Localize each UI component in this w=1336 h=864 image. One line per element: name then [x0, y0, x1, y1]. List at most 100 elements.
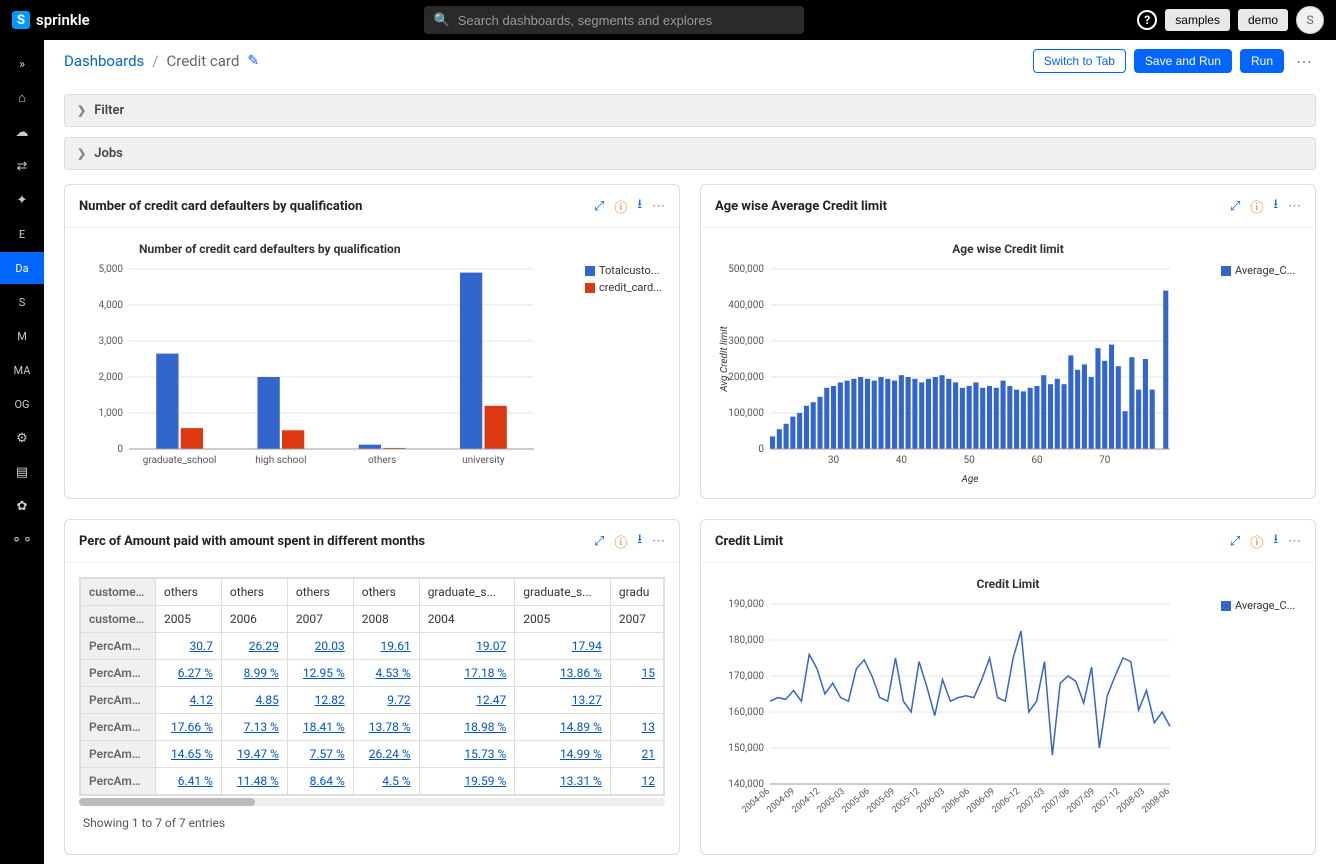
sidebar-item-expand[interactable]: »	[0, 48, 44, 80]
table-cell-link[interactable]: 17.66 %	[171, 720, 213, 734]
table-cell-link[interactable]: 12.95 %	[303, 666, 345, 680]
search-bar[interactable]: 🔍	[424, 6, 804, 34]
table-cell-link[interactable]: 13.27	[572, 693, 602, 707]
svg-text:180,000: 180,000	[728, 635, 764, 646]
expand-icon[interactable]: ⤢	[594, 199, 604, 214]
svg-text:40: 40	[896, 455, 908, 466]
svg-text:50: 50	[964, 455, 976, 466]
more-icon[interactable]: ⋯	[652, 534, 665, 549]
more-icon[interactable]: ⋯	[1292, 52, 1316, 71]
table-cell-link[interactable]: 26.29	[249, 639, 279, 653]
table-cell-link[interactable]: 21	[642, 747, 656, 761]
run-button[interactable]: Run	[1240, 49, 1284, 73]
svg-text:160,000: 160,000	[728, 707, 764, 718]
info-icon[interactable]: ⓘ	[1250, 532, 1263, 551]
more-icon[interactable]: ⋯	[1288, 199, 1301, 214]
svg-text:170,000: 170,000	[728, 671, 764, 682]
sidebar-item-list[interactable]: ▤	[0, 456, 44, 488]
expand-icon[interactable]: ⤢	[1230, 534, 1240, 549]
jobs-label: Jobs	[94, 146, 123, 161]
sidebar-item-nodes[interactable]: ⚬⚬	[0, 524, 44, 556]
filter-collapse[interactable]: ❯ Filter	[64, 94, 1316, 127]
more-icon[interactable]: ⋯	[652, 199, 665, 214]
table-cell-link[interactable]: 17.18 %	[464, 666, 506, 680]
user-avatar[interactable]: S	[1296, 6, 1324, 34]
table-cell-link[interactable]: 18.41 %	[303, 720, 345, 734]
jobs-collapse[interactable]: ❯ Jobs	[64, 137, 1316, 170]
help-icon[interactable]: ?	[1137, 10, 1157, 30]
table-cell-link[interactable]: 6.27 %	[178, 666, 213, 680]
table-cell-link[interactable]: 15.73 %	[464, 747, 506, 761]
table-cell-link[interactable]: 12.47	[476, 693, 506, 707]
table-cell-link[interactable]: 20.03	[315, 639, 345, 653]
table-cell-link[interactable]: 14.89 %	[560, 720, 602, 734]
breadcrumb-root[interactable]: Dashboards	[64, 52, 144, 70]
switch-tab-button[interactable]: Switch to Tab	[1033, 49, 1126, 73]
table-cell-link[interactable]: 18.98 %	[464, 720, 506, 734]
table-cell-link[interactable]: 15	[642, 666, 656, 680]
sidebar-item-share[interactable]: ✦	[0, 184, 44, 216]
sidebar-item-ma[interactable]: MA	[0, 354, 44, 386]
table-cell-link[interactable]: 13.86 %	[560, 666, 602, 680]
table-cell-link[interactable]: 4.5 %	[382, 774, 410, 788]
samples-button[interactable]: samples	[1165, 9, 1230, 31]
table-cell-link[interactable]: 4.85	[255, 693, 278, 707]
table-cell-link[interactable]: 13.31 %	[560, 774, 602, 788]
sidebar-item-transfer[interactable]: ⇄	[0, 150, 44, 182]
table-cell-link[interactable]: 6.41 %	[178, 774, 213, 788]
info-icon[interactable]: ⓘ	[614, 532, 627, 551]
sidebar-item-dashboards[interactable]: Da	[0, 252, 44, 284]
table-cell-link[interactable]: 11.48 %	[237, 774, 279, 788]
info-icon[interactable]: ⓘ	[1250, 197, 1263, 216]
svg-text:high school: high school	[255, 455, 306, 466]
brand-logo[interactable]: S sprinkle	[12, 11, 90, 29]
download-icon[interactable]: ⭳	[1273, 530, 1278, 552]
sidebar: »⌂☁⇄✦EDaSMMAOG⚙▤✿⚬⚬	[0, 40, 44, 864]
svg-text:150,000: 150,000	[728, 743, 764, 754]
breadcrumb-sep: /	[152, 52, 158, 70]
sidebar-item-cloud[interactable]: ☁	[0, 116, 44, 148]
chart-legend: Totalcusto...credit_card...	[585, 264, 665, 474]
info-icon[interactable]: ⓘ	[614, 197, 627, 216]
table-cell-link[interactable]: 7.57 %	[310, 747, 345, 761]
table-cell-link[interactable]: 14.65 %	[171, 747, 213, 761]
table-cell-link[interactable]: 4.53 %	[376, 666, 411, 680]
table-cell-link[interactable]: 17.94	[572, 639, 602, 653]
table-cell-link[interactable]: 19.59 %	[464, 774, 506, 788]
download-icon[interactable]: ⭳	[1273, 195, 1278, 217]
expand-icon[interactable]: ⤢	[1230, 199, 1240, 214]
horizontal-scrollbar[interactable]	[79, 798, 665, 806]
save-run-button[interactable]: Save and Run	[1134, 49, 1232, 73]
table-cell-link[interactable]: 8.99 %	[244, 666, 279, 680]
table-cell-link[interactable]: 7.13 %	[244, 720, 279, 734]
sidebar-item-settings2[interactable]: ✿	[0, 490, 44, 522]
search-input[interactable]	[458, 13, 794, 28]
table-cell-link[interactable]: 19.47 %	[237, 747, 279, 761]
more-icon[interactable]: ⋯	[1288, 534, 1301, 549]
download-icon[interactable]: ⭳	[637, 195, 642, 217]
data-table[interactable]: customers...othersothersothersothersgrad…	[79, 577, 665, 796]
table-cell-link[interactable]: 14.99 %	[560, 747, 602, 761]
table-cell-link[interactable]: 12.82	[315, 693, 345, 707]
sidebar-item-settings1[interactable]: ⚙	[0, 422, 44, 454]
edit-icon[interactable]: ✎	[247, 53, 259, 69]
table-cell-link[interactable]: 13	[642, 720, 656, 734]
sidebar-item-explore[interactable]: E	[0, 218, 44, 250]
demo-button[interactable]: demo	[1238, 9, 1288, 31]
sidebar-item-segments[interactable]: S	[0, 286, 44, 318]
sidebar-item-home[interactable]: ⌂	[0, 82, 44, 114]
sidebar-item-og[interactable]: OG	[0, 388, 44, 420]
table-cell-link[interactable]: 8.64 %	[310, 774, 345, 788]
sidebar-item-models[interactable]: M	[0, 320, 44, 352]
table-cell-link[interactable]: 4.12	[190, 693, 213, 707]
table-cell-link[interactable]: 19.61	[381, 639, 411, 653]
table-cell-link[interactable]: 13.78 %	[369, 720, 411, 734]
table-cell-link[interactable]: 19.07	[476, 639, 506, 653]
table-cell-link[interactable]: 30.7	[190, 639, 213, 653]
expand-icon[interactable]: ⤢	[594, 534, 604, 549]
table-cell-link[interactable]: 9.72	[387, 693, 410, 707]
card-defaulters-by-qualification: Number of credit card defaulters by qual…	[64, 184, 680, 499]
table-cell-link[interactable]: 12	[642, 774, 656, 788]
download-icon[interactable]: ⭳	[637, 530, 642, 552]
table-cell-link[interactable]: 26.24 %	[369, 747, 411, 761]
